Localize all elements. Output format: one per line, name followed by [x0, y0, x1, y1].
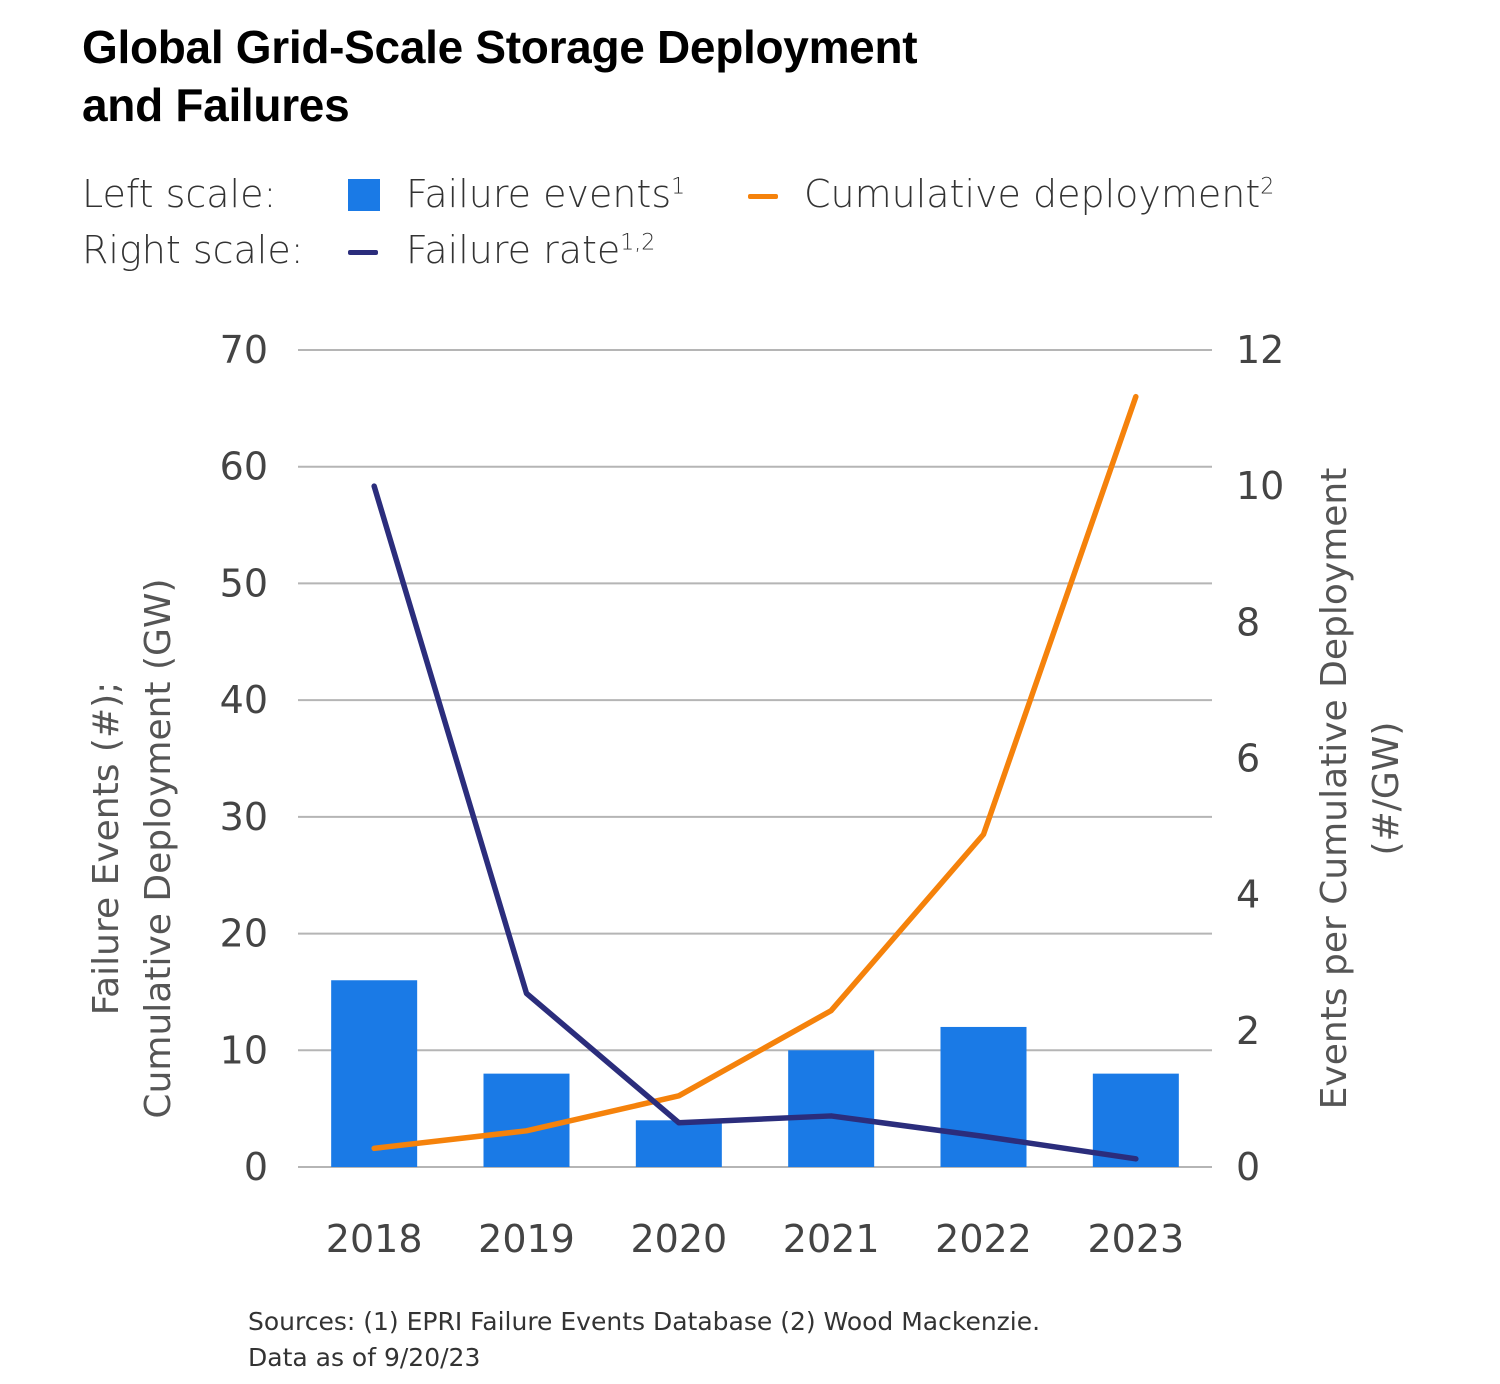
- x-tick-label: 2018: [326, 1217, 423, 1261]
- bar-failure-events-2022: [940, 1026, 1027, 1167]
- legend-failure-rate-text: Failure rate: [406, 228, 621, 272]
- legend-cumulative-sup: 2: [1260, 174, 1275, 200]
- left-tick-label: 60: [220, 445, 268, 489]
- legend-failure-rate-sup: 1,2: [620, 230, 656, 256]
- legend-row-right: Right scale: Failure rate1,2: [82, 226, 1482, 278]
- left-tick-label: 0: [244, 1145, 268, 1189]
- line-failure-rate: [371, 483, 1139, 1162]
- legend-failure-events-sup: 1: [671, 174, 686, 200]
- bar-failure-events-2018: [331, 980, 418, 1167]
- legend-failure-rate: Failure rate1,2: [406, 226, 655, 274]
- chart-title-line1: Global Grid-Scale Storage Deployment: [82, 21, 918, 73]
- legend-rate-swatch: [348, 250, 378, 255]
- bar-failure-events-2020: [635, 1120, 722, 1167]
- right-tick-label: 0: [1236, 1145, 1260, 1189]
- line-cumulative-deployment: [371, 393, 1139, 1152]
- right-axis-title-line2: (#/GW): [1366, 722, 1407, 856]
- right-tick-label: 12: [1236, 328, 1284, 372]
- legend-cumulative-swatch: [748, 194, 778, 199]
- right-tick-label: 2: [1236, 1009, 1260, 1053]
- legend-failure-events: Failure events1: [406, 170, 685, 218]
- sources-note: Sources: (1) EPRI Failure Events Databas…: [248, 1304, 1040, 1376]
- chart-title-line2: and Failures: [82, 79, 350, 131]
- x-tick-label: 2019: [478, 1217, 575, 1261]
- x-tick-label: 2020: [630, 1217, 727, 1261]
- bar-failure-events-2023: [1092, 1073, 1179, 1167]
- chart-title: Global Grid-Scale Storage Deployment and…: [82, 18, 1382, 134]
- legend-cumulative: Cumulative deployment2: [804, 170, 1274, 218]
- left-tick-label: 20: [220, 912, 268, 956]
- left-axis-title-line1: Failure Events (#);: [86, 682, 127, 1016]
- legend-right-scale-label: Right scale:: [82, 228, 304, 272]
- legend-bar-swatch: [348, 179, 380, 211]
- sources-line1: Sources: (1) EPRI Failure Events Databas…: [248, 1307, 1041, 1336]
- right-tick-label: 10: [1236, 464, 1284, 508]
- sources-line2: Data as of 9/20/23: [248, 1343, 481, 1372]
- left-axis-title-line2: Cumulative Deployment (GW): [138, 578, 179, 1118]
- legend-cumulative-text: Cumulative deployment: [804, 172, 1261, 216]
- right-tick-label: 6: [1236, 737, 1260, 781]
- bar-failure-events-2019: [483, 1073, 570, 1167]
- left-tick-label: 40: [220, 678, 268, 722]
- right-tick-label: 4: [1236, 873, 1260, 917]
- right-tick-label: 8: [1236, 600, 1260, 644]
- legend-failure-events-text: Failure events: [406, 172, 672, 216]
- x-tick-label: 2023: [1087, 1217, 1184, 1261]
- left-tick-label: 30: [220, 795, 268, 839]
- right-axis-title-line1: Events per Cumulative Deployment: [1314, 468, 1355, 1110]
- left-tick-label: 70: [220, 328, 268, 372]
- x-tick-label: 2021: [783, 1217, 880, 1261]
- left-tick-label: 10: [220, 1028, 268, 1072]
- left-tick-label: 50: [220, 561, 268, 605]
- legend-row-left: Left scale: Failure events1 Cumulative d…: [82, 170, 1482, 222]
- bar-failure-events-2021: [788, 1050, 875, 1167]
- legend-left-scale-label: Left scale:: [82, 172, 277, 216]
- x-tick-label: 2022: [935, 1217, 1032, 1261]
